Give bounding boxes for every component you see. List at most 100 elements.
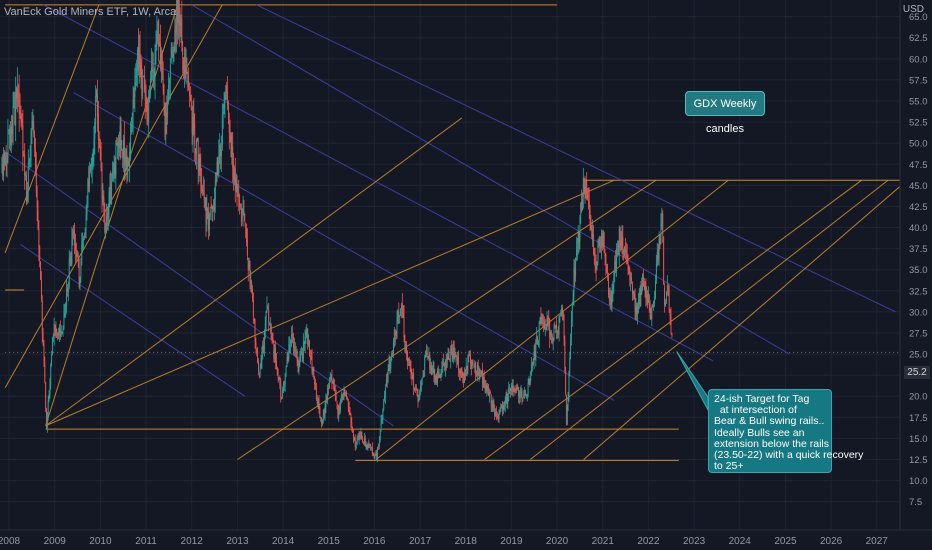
- y-tick-label: 37.5: [909, 244, 928, 255]
- candle-body: [396, 317, 398, 336]
- candle-body: [423, 371, 425, 378]
- candle-body: [156, 30, 158, 41]
- candle-body: [160, 58, 162, 64]
- candle-body: [405, 346, 407, 351]
- candle-body: [606, 264, 608, 274]
- candle-body: [618, 229, 620, 256]
- bear-rail-line: [43, 4, 714, 362]
- candle-body: [290, 341, 292, 346]
- note-weekly-candles[interactable]: GDX Weekly candles: [685, 91, 765, 135]
- candle-body: [383, 400, 385, 411]
- candle-body: [444, 362, 445, 367]
- candle-body: [177, 0, 179, 24]
- candle-body: [16, 88, 17, 98]
- candle-body: [66, 289, 68, 307]
- candle-body: [482, 369, 483, 385]
- candle-body: [562, 311, 564, 318]
- candle-body: [315, 385, 317, 400]
- candle-body: [593, 234, 594, 254]
- candle-body: [235, 178, 237, 190]
- candle-body: [59, 329, 61, 337]
- x-tick-label: 2011: [135, 536, 157, 547]
- candle-body: [401, 303, 403, 315]
- bull-rail-line: [4, 4, 100, 254]
- candle-body: [169, 64, 171, 82]
- candle-body: [220, 150, 222, 157]
- candle-body: [10, 126, 12, 147]
- candle-body: [568, 372, 570, 400]
- candle-body: [241, 215, 243, 220]
- candle-body: [671, 333, 673, 336]
- candle-body: [328, 381, 330, 388]
- candle-body: [341, 396, 343, 397]
- candle-body: [245, 223, 247, 229]
- candle-body: [378, 439, 380, 447]
- candle-body: [253, 318, 255, 321]
- candle-body: [372, 453, 374, 455]
- candle-body: [282, 389, 283, 397]
- candle-body: [284, 373, 286, 385]
- candle-body: [67, 287, 68, 292]
- candle-body: [30, 130, 32, 161]
- candle-body: [524, 390, 526, 393]
- candle-body: [91, 157, 93, 168]
- candle-body: [422, 376, 424, 378]
- candle-body: [236, 180, 238, 197]
- candle-body: [40, 261, 42, 280]
- candle-body: [443, 361, 445, 363]
- candle-body: [221, 114, 223, 148]
- bull-rail-line: [529, 179, 889, 460]
- candle-body: [609, 295, 611, 301]
- candle-body: [409, 359, 411, 369]
- candle-body: [648, 293, 649, 303]
- candle-body: [453, 346, 455, 359]
- candle-body: [492, 400, 494, 407]
- candle-body: [71, 239, 73, 264]
- candle-body: [240, 204, 241, 207]
- note-target[interactable]: 24-ish Target for Tag at intersection of…: [708, 389, 863, 473]
- candle-body: [247, 258, 249, 270]
- candle-body: [617, 243, 619, 256]
- x-tick-label: 2021: [592, 536, 615, 547]
- candle-body: [497, 419, 499, 421]
- candle-body: [540, 316, 542, 326]
- x-tick-label: 2015: [318, 536, 341, 547]
- bear-rail-line: [191, 4, 790, 355]
- candle-body: [140, 64, 142, 75]
- candle-body: [351, 422, 353, 428]
- candle-body: [566, 409, 568, 425]
- candle-body: [458, 371, 460, 373]
- candle-body: [525, 391, 526, 397]
- candle-body: [601, 233, 602, 247]
- y-tick-label: 62.5: [909, 33, 928, 44]
- candle-body: [484, 386, 486, 388]
- candle-body: [363, 441, 364, 443]
- candle-body: [427, 356, 429, 358]
- candle-body: [346, 394, 348, 398]
- candle-body: [276, 368, 278, 375]
- candle-body: [21, 119, 23, 124]
- candle-body: [470, 354, 471, 364]
- candle-body: [470, 364, 472, 369]
- candle-body: [369, 444, 371, 446]
- candle-body: [327, 388, 329, 400]
- bull-rail-line: [237, 179, 657, 460]
- candle-body: [511, 384, 513, 393]
- candle-body: [289, 345, 291, 346]
- candle-body: [624, 246, 626, 257]
- candle-body: [73, 232, 75, 234]
- candle-body: [601, 235, 603, 248]
- candle-body: [167, 100, 169, 114]
- candle-body: [58, 332, 60, 337]
- candle-body: [479, 372, 481, 374]
- candle-body: [550, 332, 551, 337]
- candle-body: [307, 328, 309, 345]
- candle-body: [624, 248, 626, 252]
- candle-body: [134, 82, 136, 97]
- candle-body: [379, 428, 381, 440]
- candle-body: [591, 229, 593, 238]
- candle-body: [570, 319, 572, 338]
- candle-body: [268, 309, 270, 323]
- candle-body: [616, 248, 617, 272]
- candle-body: [521, 391, 523, 400]
